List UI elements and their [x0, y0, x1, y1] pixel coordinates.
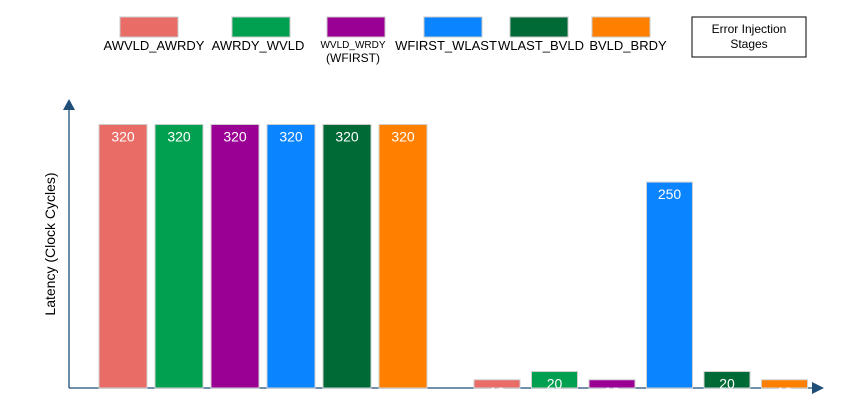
- legend-label-wvld-wrdy: WVLD_WRDY: [320, 40, 385, 51]
- bar-wfirst-wlast-group-1: [266, 123, 316, 389]
- legend-title-line-1: Error Injection: [712, 22, 787, 36]
- legend-swatch-awvld-awrdy: [119, 16, 179, 38]
- legend-swatch-wfirst-wlast: [423, 16, 483, 38]
- legend-title-line-2: Stages: [730, 37, 767, 51]
- legend-title-frame: [691, 16, 807, 58]
- bar-awrdy-wvld-group-1: [154, 123, 204, 389]
- bar-value-label-awvld-awrdy-group-2: 10: [489, 384, 505, 400]
- bar-wlast-bvld-group-1: [322, 123, 372, 389]
- bar-wlast-bvld-group-2: [703, 371, 751, 389]
- legend-sublabel-wvld-wrdy: (WFIRST): [326, 51, 380, 65]
- y-axis-arrowhead: [63, 99, 75, 110]
- legend-swatch-wlast-bvld: [509, 16, 569, 38]
- legend-swatch-bvld-brdy: [591, 16, 651, 38]
- bar-value-label-bvld-brdy-group-1: 320: [391, 128, 415, 144]
- bar-value-label-wvld-wrdy-group-1: 320: [223, 128, 247, 144]
- bar-awvld-awrdy-group-1: [98, 123, 148, 389]
- bar-value-label-awrdy-wvld-group-1: 320: [167, 128, 191, 144]
- legend-label-wlast-bvld: WLAST_BVLD: [498, 38, 584, 53]
- bar-value-label-wfirst-wlast-group-1: 320: [279, 128, 303, 144]
- bar-value-label-awrdy-wvld-group-2: 20: [547, 376, 563, 392]
- legend-title-box: Error Injection Stages: [691, 16, 807, 58]
- legend-label-wfirst-wlast: WFIRST_WLAST: [395, 38, 497, 53]
- bar-wvld-wrdy-group-1: [210, 123, 260, 389]
- bar-awvld-awrdy-group-2: [473, 379, 521, 389]
- bar-bvld-brdy-group-2: [761, 379, 808, 389]
- bar-value-label-wfirst-wlast-group-2: 250: [658, 186, 682, 202]
- x-axis-arrowhead: [812, 382, 824, 394]
- legend-swatch-awrdy-wvld: [231, 16, 291, 38]
- bar-value-label-awvld-awrdy-group-1: 320: [111, 128, 135, 144]
- bars: [98, 123, 808, 389]
- y-axis-title: Latency (Clock Cycles): [42, 172, 58, 315]
- legend-swatch-wvld-wrdy: [326, 16, 386, 38]
- bar-value-label-wvld-wrdy-group-2: 10: [604, 384, 620, 400]
- bar-awrdy-wvld-group-2: [531, 371, 578, 389]
- legend-title: Error Injection Stages: [712, 22, 787, 51]
- legend: AWVLD_AWRDY AWRDY_WVLD WVLD_WRDY(WFIRST) WF…: [104, 16, 667, 65]
- bar-value-label-bvld-brdy-group-2: 10: [777, 384, 793, 400]
- bar-bvld-brdy-group-1: [378, 123, 428, 389]
- legend-label-awvld-awrdy: AWVLD_AWRDY: [104, 38, 205, 53]
- legend-label-bvld-brdy: BVLD_BRDY: [589, 38, 667, 53]
- legend-label-awrdy-wvld: AWRDY_WVLD: [212, 38, 305, 53]
- bar-value-label-wlast-bvld-group-2: 20: [719, 376, 735, 392]
- bar-value-label-wlast-bvld-group-1: 320: [335, 128, 359, 144]
- bar-wfirst-wlast-group-2: [646, 181, 693, 389]
- bar-labels: 320 320 320 320 320 320 10 20 10 250 20 10: [111, 128, 792, 399]
- bar-wvld-wrdy-group-2: [588, 379, 636, 389]
